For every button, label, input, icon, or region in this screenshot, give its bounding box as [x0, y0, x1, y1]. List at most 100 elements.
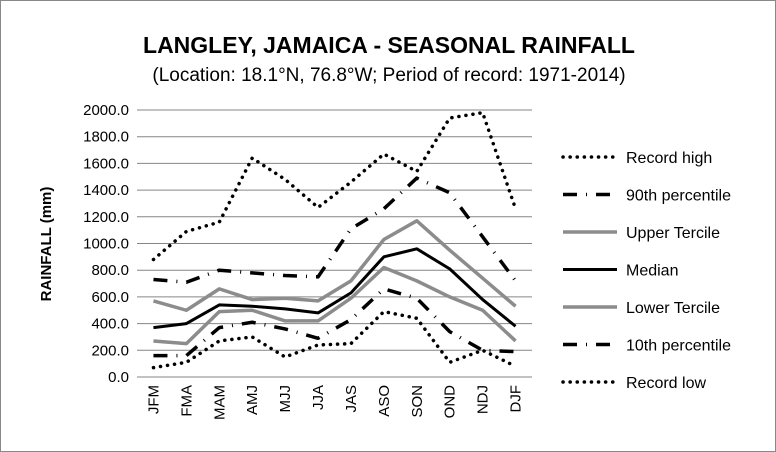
- legend-label-10th-percentile: 10th percentile: [626, 338, 731, 355]
- legend: Record high 90th percentile Upper Tercile M…: [561, 150, 731, 392]
- legend-label-lower-tercile: Lower Tercile: [626, 300, 720, 317]
- data-point-lower-tercile: [284, 319, 287, 322]
- data-point-upper-tercile: [152, 299, 155, 302]
- data-point-upper-tercile: [514, 305, 517, 308]
- data-point-record-low: [514, 365, 517, 368]
- series-lines: [151, 110, 518, 370]
- data-point-10th-percentile: [284, 327, 287, 330]
- series-line-record-low: [151, 309, 518, 370]
- data-point-upper-tercile: [415, 219, 418, 222]
- data-point-lower-tercile: [481, 309, 484, 312]
- data-point-10th-percentile: [218, 326, 221, 329]
- data-point-upper-tercile: [218, 287, 221, 290]
- data-point-record-high: [284, 178, 287, 181]
- x-tick-label: JFM: [145, 385, 162, 414]
- y-tick-label: 400.0: [91, 316, 129, 333]
- data-point-record-low: [481, 349, 484, 352]
- y-tick-label: 1000.0: [83, 236, 129, 253]
- data-point-upper-tercile: [481, 277, 484, 280]
- y-tick-label: 2000.0: [83, 102, 129, 119]
- y-tick-label: 0.0: [108, 369, 129, 386]
- series-line-median: [153, 247, 517, 330]
- series-line-record-high: [151, 110, 518, 262]
- x-tick-label: OND: [442, 385, 459, 419]
- data-point-median: [218, 303, 221, 306]
- data-point-record-high: [152, 258, 155, 261]
- legend-label-upper-tercile: Upper Tercile: [626, 225, 720, 242]
- series-line-lower-tercile: [153, 265, 517, 346]
- series-line-90th-percentile: [153, 176, 517, 284]
- x-tick-label: JJA: [310, 385, 327, 410]
- y-tick-label: 200.0: [91, 342, 129, 359]
- data-point-10th-percentile: [448, 330, 451, 333]
- legend-label-record-low: Record low: [626, 375, 706, 392]
- data-point-10th-percentile: [514, 350, 517, 353]
- data-point-10th-percentile: [251, 321, 254, 324]
- legend-label-median: Median: [626, 263, 678, 280]
- data-point-record-low: [349, 342, 352, 345]
- data-point-record-low: [185, 361, 188, 364]
- data-point-upper-tercile: [382, 238, 385, 241]
- data-point-lower-tercile: [448, 295, 451, 298]
- x-tick-label: MJJ: [277, 385, 294, 413]
- y-tick-label: 1200.0: [83, 209, 129, 226]
- data-point-record-high: [218, 221, 221, 224]
- data-point-median: [251, 305, 254, 308]
- legend-label-record-high: Record high: [626, 150, 712, 167]
- data-point-90th-percentile: [415, 177, 418, 180]
- x-tick-label: AMJ: [244, 385, 261, 415]
- data-point-90th-percentile: [481, 235, 484, 238]
- data-point-lower-tercile: [514, 339, 517, 342]
- y-tick-label: 1600.0: [83, 155, 129, 172]
- data-point-median: [284, 307, 287, 310]
- data-point-upper-tercile: [251, 298, 254, 301]
- data-point-90th-percentile: [317, 275, 320, 278]
- data-point-record-high: [317, 206, 320, 209]
- data-point-90th-percentile: [185, 281, 188, 284]
- data-point-record-low: [382, 310, 385, 313]
- legend-label-90th-percentile: 90th percentile: [626, 188, 731, 205]
- data-point-lower-tercile: [382, 266, 385, 269]
- data-point-record-low: [448, 361, 451, 364]
- data-point-record-high: [251, 157, 254, 160]
- x-tick-label: NDJ: [475, 385, 492, 414]
- gridlines: [137, 109, 532, 378]
- x-tick-label: FMA: [178, 385, 195, 417]
- data-point-lower-tercile: [415, 279, 418, 282]
- data-point-record-low: [284, 355, 287, 358]
- x-tick-labels: JFM FMA MAM AMJ MJJ JJA JAS ASO SON OND NDJ DJF: [145, 385, 524, 420]
- data-point-median: [448, 267, 451, 270]
- data-point-10th-percentile: [382, 287, 385, 290]
- data-point-record-low: [317, 343, 320, 346]
- data-point-record-low: [152, 366, 155, 369]
- data-point-record-high: [448, 117, 451, 120]
- x-tick-label: MAM: [211, 385, 228, 420]
- data-point-10th-percentile: [415, 297, 418, 300]
- data-point-record-high: [481, 111, 484, 114]
- series-line-upper-tercile: [152, 219, 517, 312]
- data-point-upper-tercile: [349, 279, 352, 282]
- data-point-90th-percentile: [514, 279, 517, 282]
- data-point-lower-tercile: [251, 309, 254, 312]
- x-tick-label: JAS: [343, 385, 360, 413]
- data-point-record-high: [514, 207, 517, 210]
- data-point-90th-percentile: [382, 207, 385, 210]
- data-point-lower-tercile: [218, 310, 221, 313]
- data-point-record-low: [218, 339, 221, 342]
- data-point-record-high: [415, 170, 418, 173]
- data-point-lower-tercile: [317, 319, 320, 322]
- data-point-upper-tercile: [284, 297, 287, 300]
- chart-subtitle: (Location: 18.1°N, 76.8°W; Period of rec…: [152, 65, 625, 86]
- data-point-upper-tercile: [448, 249, 451, 252]
- data-point-median: [415, 247, 418, 250]
- data-point-record-high: [349, 181, 352, 184]
- data-point-record-high: [382, 153, 385, 156]
- data-point-90th-percentile: [349, 227, 352, 230]
- data-point-median: [349, 291, 352, 294]
- y-tick-label: 600.0: [91, 289, 129, 306]
- data-point-90th-percentile: [251, 271, 254, 274]
- data-point-10th-percentile: [349, 318, 352, 321]
- data-point-record-low: [251, 335, 254, 338]
